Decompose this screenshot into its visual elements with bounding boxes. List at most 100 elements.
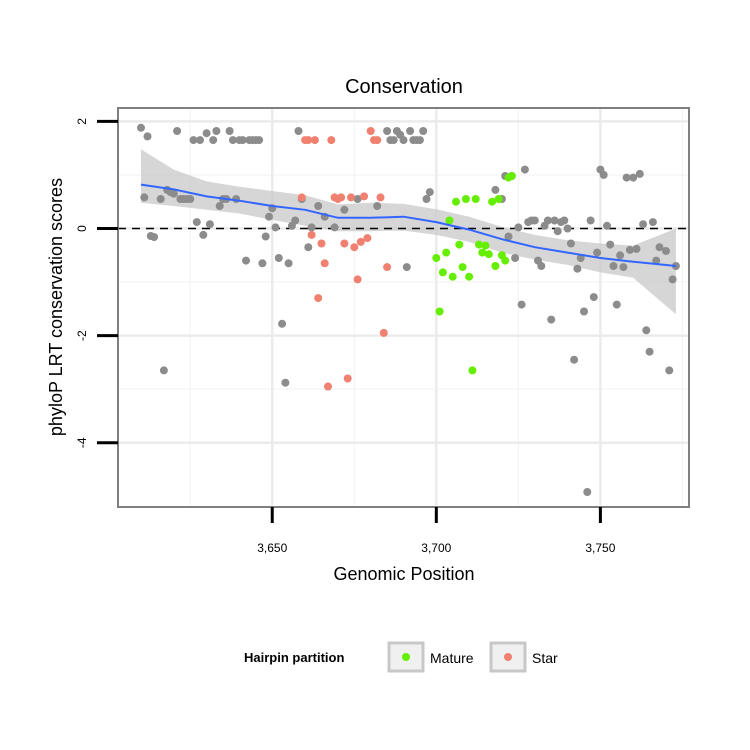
point-other (242, 256, 250, 265)
point-other (215, 202, 224, 210)
point-other (419, 127, 428, 135)
point-other (543, 216, 552, 225)
point-other (547, 315, 556, 324)
point-other (265, 212, 273, 221)
point-other (406, 127, 415, 135)
point-star (320, 259, 329, 268)
point-other (629, 173, 638, 182)
x-tick-label: 3,750 (585, 541, 615, 555)
point-other (645, 347, 654, 356)
point-other (514, 223, 523, 232)
point-other (225, 127, 234, 135)
point-star (376, 193, 385, 202)
point-mature (484, 250, 493, 259)
point-other (586, 216, 595, 225)
plot-border (117, 107, 690, 508)
smooth-trend-line (140, 183, 677, 267)
point-star (314, 294, 323, 303)
point-other (196, 136, 204, 145)
x-axis: 3,650 3,700 3,750 (257, 507, 616, 555)
point-other (589, 293, 598, 302)
point-other (662, 247, 670, 255)
point-other (599, 170, 608, 179)
point-other (189, 136, 198, 145)
point-other (137, 123, 145, 132)
point-star (304, 136, 313, 145)
point-mature (438, 268, 447, 277)
point-other (150, 233, 159, 242)
legend-marker-mature (402, 653, 410, 661)
point-other (580, 307, 588, 316)
point-star (363, 234, 372, 243)
legend-marker-star (504, 653, 512, 661)
point-other (340, 205, 349, 214)
point-star (324, 382, 332, 391)
point-other (192, 218, 201, 227)
legend-title: Hairpin partition (244, 650, 344, 665)
point-other (314, 202, 323, 210)
y-axis: 2 0 -2 -4 (75, 118, 118, 448)
point-other (330, 223, 339, 232)
point-mature (491, 262, 500, 270)
point-other (583, 488, 592, 496)
point-mature (465, 272, 474, 281)
point-other (652, 256, 661, 265)
point-star (327, 136, 336, 145)
point-mature (435, 307, 444, 316)
point-other (238, 136, 247, 145)
legend-label-mature: Mature (430, 650, 474, 666)
point-other (632, 244, 641, 253)
point-other (635, 169, 644, 178)
point-star (383, 263, 392, 272)
point-other (156, 195, 165, 203)
point-other (491, 185, 500, 194)
point-star (353, 275, 362, 284)
point-mature (481, 241, 490, 250)
point-other (517, 300, 526, 309)
point-other (159, 366, 168, 375)
point-star (356, 237, 365, 246)
point-other (209, 136, 218, 145)
point-other (274, 254, 283, 262)
point-other (140, 193, 149, 202)
point-other (511, 254, 520, 262)
point-mature (432, 254, 441, 262)
point-other (186, 195, 195, 203)
point-other (665, 366, 674, 375)
point-other (648, 218, 657, 227)
point-other (399, 136, 408, 145)
point-other (530, 216, 539, 225)
point-mature (442, 248, 451, 257)
point-other (389, 136, 398, 145)
point-other (383, 127, 392, 135)
x-tick-label: 3,650 (257, 541, 287, 555)
point-other (169, 189, 178, 198)
point-other (415, 136, 424, 145)
point-star (350, 243, 359, 252)
point-other (504, 232, 513, 241)
point-other (560, 216, 569, 225)
point-other (563, 224, 572, 233)
point-other (304, 243, 313, 252)
y-tick-label: -4 (75, 437, 89, 448)
point-star (317, 239, 326, 248)
point-other (550, 216, 559, 225)
point-other (612, 300, 621, 309)
point-mature (488, 197, 497, 206)
point-other (603, 221, 611, 230)
point-star (340, 239, 349, 248)
point-other (616, 251, 625, 260)
point-star (307, 230, 316, 239)
point-other (353, 195, 362, 203)
point-other (553, 227, 562, 236)
point-star (347, 193, 355, 202)
point-other (281, 378, 290, 387)
point-star (343, 374, 352, 383)
point-mature (501, 256, 510, 265)
point-other (425, 188, 434, 197)
point-star (379, 328, 388, 337)
point-mature (475, 240, 483, 249)
point-star (366, 127, 375, 135)
x-tick-label: 3,700 (421, 541, 451, 555)
